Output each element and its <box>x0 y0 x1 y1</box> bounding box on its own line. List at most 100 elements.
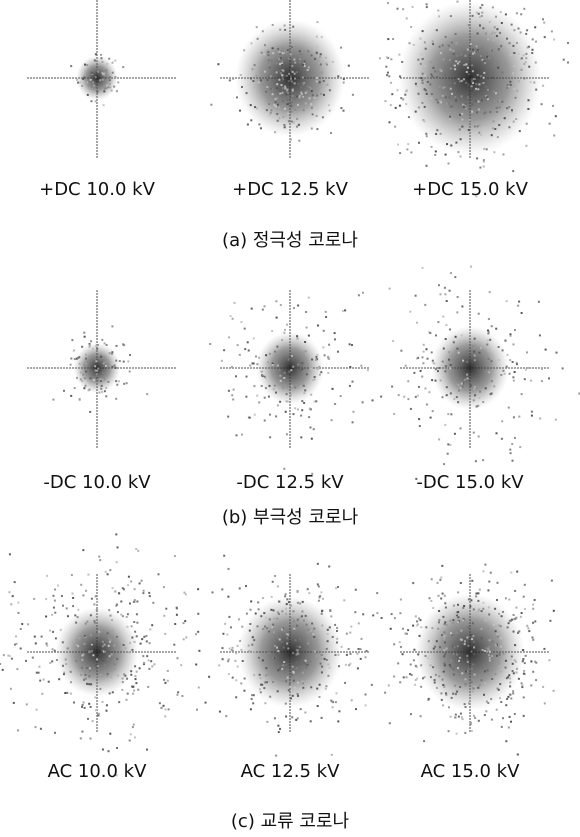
speckle <box>506 87 508 89</box>
speckle <box>296 649 298 651</box>
speckle <box>509 373 511 375</box>
speckle <box>309 97 311 99</box>
speckle <box>288 601 290 603</box>
speckle <box>111 619 113 621</box>
speckle <box>283 377 285 379</box>
speckle <box>391 613 393 615</box>
speckle <box>452 619 454 621</box>
speckle <box>258 657 260 659</box>
speckle <box>282 387 284 389</box>
speckle <box>291 385 293 387</box>
speckle <box>419 425 421 427</box>
speckle <box>438 610 440 612</box>
speckle <box>276 83 278 85</box>
speckle <box>467 378 469 380</box>
corona-core <box>415 593 524 711</box>
speckle <box>477 687 479 689</box>
speckle <box>114 60 116 62</box>
speckle <box>265 91 267 93</box>
speckle <box>543 22 545 24</box>
speckle <box>482 608 484 610</box>
speckle <box>250 104 252 106</box>
speckle <box>210 104 212 106</box>
speckle <box>462 104 464 106</box>
speckle <box>240 682 242 684</box>
speckle <box>9 591 11 593</box>
speckle <box>320 371 322 373</box>
speckle <box>415 83 417 85</box>
speckle <box>130 674 132 676</box>
speckle <box>35 726 37 728</box>
speckle <box>72 605 74 607</box>
speckle <box>95 76 97 78</box>
speckle <box>228 568 230 570</box>
speckle <box>477 592 479 594</box>
speckle <box>86 667 88 669</box>
speckle <box>15 635 17 637</box>
speckle <box>96 370 98 372</box>
speckle <box>549 620 551 622</box>
speckle <box>46 575 48 577</box>
speckle <box>352 381 354 383</box>
speckle <box>225 715 227 717</box>
speckle <box>336 642 338 644</box>
speckle <box>424 388 426 390</box>
speckle <box>413 44 415 46</box>
speckle <box>316 95 318 97</box>
speckle <box>493 624 495 626</box>
speckle <box>471 111 473 113</box>
speckle <box>310 427 312 429</box>
speckle <box>277 365 279 367</box>
speckle <box>465 678 467 680</box>
speckle <box>465 82 467 84</box>
speckle <box>499 683 501 685</box>
speckle <box>296 625 298 627</box>
speckle <box>111 351 113 353</box>
speckle <box>89 346 91 348</box>
speckle <box>325 57 327 59</box>
speckle <box>514 329 516 331</box>
speckle <box>376 612 378 614</box>
speckle <box>442 316 444 318</box>
speckle <box>102 749 104 751</box>
speckle <box>432 639 434 641</box>
speckle <box>472 53 474 55</box>
speckle <box>449 290 451 292</box>
speckle <box>442 684 444 686</box>
speckle <box>495 16 497 18</box>
speckle <box>288 58 290 60</box>
speckle <box>260 615 262 617</box>
speckle <box>99 688 101 690</box>
speckle <box>523 696 525 698</box>
speckle <box>303 662 305 664</box>
speckle <box>332 636 334 638</box>
speckle <box>450 106 452 108</box>
speckle <box>391 93 393 95</box>
speckle <box>407 143 409 145</box>
speckle <box>406 148 408 150</box>
speckle <box>496 655 498 657</box>
speckle <box>497 636 499 638</box>
speckle <box>310 686 312 688</box>
speckle <box>108 637 110 639</box>
speckle <box>91 85 93 87</box>
speckle <box>305 660 307 662</box>
speckle <box>275 392 277 394</box>
speckle <box>506 366 508 368</box>
speckle <box>456 733 458 735</box>
speckle <box>460 54 462 56</box>
speckle <box>94 358 96 360</box>
speckle <box>287 677 289 679</box>
speckle <box>457 616 459 618</box>
speckle <box>302 77 304 79</box>
speckle <box>457 591 459 593</box>
speckle <box>519 130 521 132</box>
speckle <box>518 630 520 632</box>
speckle <box>257 625 259 627</box>
speckle <box>91 371 93 373</box>
speckle <box>177 691 179 693</box>
speckle <box>257 38 259 40</box>
corona-image <box>210 0 370 158</box>
speckle <box>265 617 267 619</box>
speckle <box>409 311 411 313</box>
